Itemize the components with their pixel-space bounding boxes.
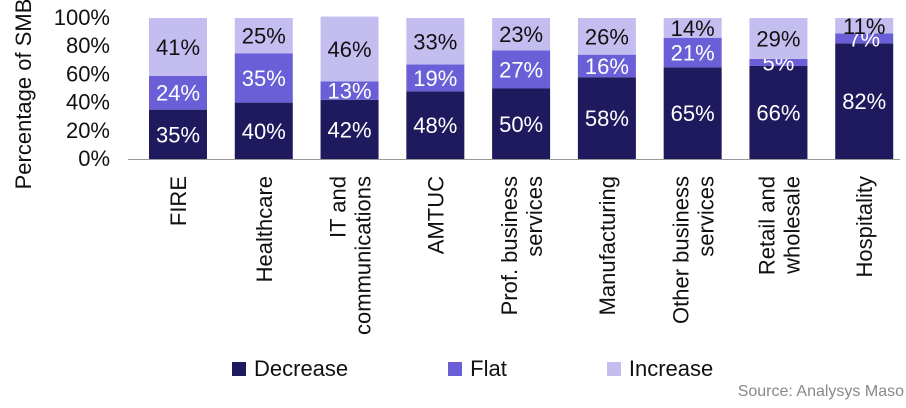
data-label: 48% (413, 113, 457, 138)
x-tick-label-line: Other business (669, 176, 694, 324)
x-tick-label-line: services (522, 176, 547, 257)
x-tick-label-line: communications (351, 176, 376, 335)
bar-decrease (320, 99, 379, 159)
bar-decrease (149, 109, 207, 159)
x-tick-label-line: Prof. business (497, 176, 522, 315)
source-note: Source: Analysys Maso (737, 383, 904, 400)
data-label: 66% (756, 100, 800, 125)
data-label: 35% (242, 66, 286, 91)
bar-increase (749, 18, 808, 59)
data-label: 82% (842, 89, 886, 114)
y-tick-label: 20% (66, 118, 110, 143)
y-tick-label: 80% (66, 33, 110, 58)
stacked-bar-chart: Percentage of SMBs 0% 20% 40% 60% 80% 100% 35% 2… (11, 0, 900, 335)
y-axis-label: Percentage of SMBs (11, 0, 36, 189)
legend-swatch-flat (448, 362, 463, 376)
legend-swatch-decrease (232, 362, 246, 376)
x-tick-label: Hospitality (852, 176, 877, 277)
x-tick-label: Healthcare (252, 176, 277, 282)
bar-decrease (406, 91, 465, 159)
bar-flat (835, 33, 894, 44)
data-label: 27% (499, 57, 543, 82)
data-label: 33% (413, 29, 457, 54)
data-label: 40% (242, 119, 286, 144)
x-tick-label-line: Hospitality (852, 176, 877, 277)
y-tick-label: 0% (78, 146, 110, 171)
data-label: 24% (156, 81, 200, 106)
legend-label-decrease: Decrease (254, 356, 349, 381)
bar-increase (320, 16, 379, 82)
x-tick-label-line: wholesale (779, 176, 804, 275)
y-tick-label: 40% (66, 90, 110, 115)
bar-increase (577, 18, 636, 55)
bar-flat (492, 50, 551, 89)
data-label: 42% (328, 117, 372, 142)
data-label: 23% (499, 22, 543, 47)
data-label: 11% (843, 14, 885, 39)
data-label: 65% (671, 101, 715, 126)
data-label: 13% (328, 79, 372, 104)
bar-flat (406, 64, 465, 92)
bar-flat (234, 53, 293, 103)
legend-item-flat: Flat (448, 356, 507, 382)
bar-decrease (577, 77, 636, 159)
x-tick-label-line: services (694, 176, 719, 257)
data-label: 29% (756, 26, 800, 51)
x-tick-label-line: Retail and (754, 176, 779, 275)
data-label: 25% (242, 24, 286, 49)
data-label: 19% (413, 66, 457, 91)
data-label: 41% (156, 35, 200, 60)
x-tick-label-line: FIRE (166, 176, 191, 226)
y-tick-label: 100% (54, 5, 110, 30)
legend-swatch-increase (606, 362, 621, 376)
legend-label-flat: Flat (470, 356, 507, 381)
bar-flat (149, 75, 207, 110)
data-label: 26% (585, 24, 629, 49)
x-tick-label: Prof. businessservices (497, 176, 547, 315)
bar-decrease (663, 67, 722, 159)
x-tick-label: AMTUC (423, 176, 448, 254)
legend: Decrease Flat Increase (232, 356, 813, 382)
y-tick-label: 60% (66, 61, 110, 86)
bar-decrease (234, 102, 293, 159)
data-label: 16% (585, 54, 629, 79)
bar-flat (663, 37, 722, 68)
bar-decrease (749, 65, 808, 159)
bar-increase (663, 18, 722, 38)
legend-label-increase: Increase (628, 356, 714, 381)
x-tick-label: IT andcommunications (326, 176, 376, 335)
x-tick-label: Retail andwholesale (754, 176, 804, 275)
bar-flat (320, 81, 379, 100)
bar-increase (835, 18, 894, 34)
data-label: 46% (328, 37, 372, 62)
bar-increase (406, 18, 465, 65)
x-tick-label: Other businessservices (669, 176, 719, 324)
x-tick-label-line: Manufacturing (595, 176, 620, 315)
legend-item-increase: Increase (606, 356, 714, 382)
bar-increase (234, 18, 293, 54)
data-label: 50% (499, 112, 543, 137)
x-tick-label: Manufacturing (595, 176, 620, 315)
bar-increase (149, 18, 207, 76)
x-tick-label-line: Healthcare (252, 176, 277, 282)
bar-increase (492, 18, 551, 51)
bar-flat (577, 54, 636, 78)
data-label: 14% (671, 16, 715, 41)
bar-decrease (835, 43, 894, 159)
x-tick-label: FIRE (166, 176, 191, 226)
x-tick-label-line: AMTUC (423, 176, 448, 254)
legend-item-decrease: Decrease (232, 356, 348, 382)
bar-flat (749, 58, 808, 66)
x-tick-label-line: IT and (326, 176, 351, 238)
bar-decrease (492, 88, 551, 159)
data-label: 21% (671, 41, 715, 66)
data-label: 35% (156, 122, 200, 147)
data-label: 58% (585, 106, 629, 131)
